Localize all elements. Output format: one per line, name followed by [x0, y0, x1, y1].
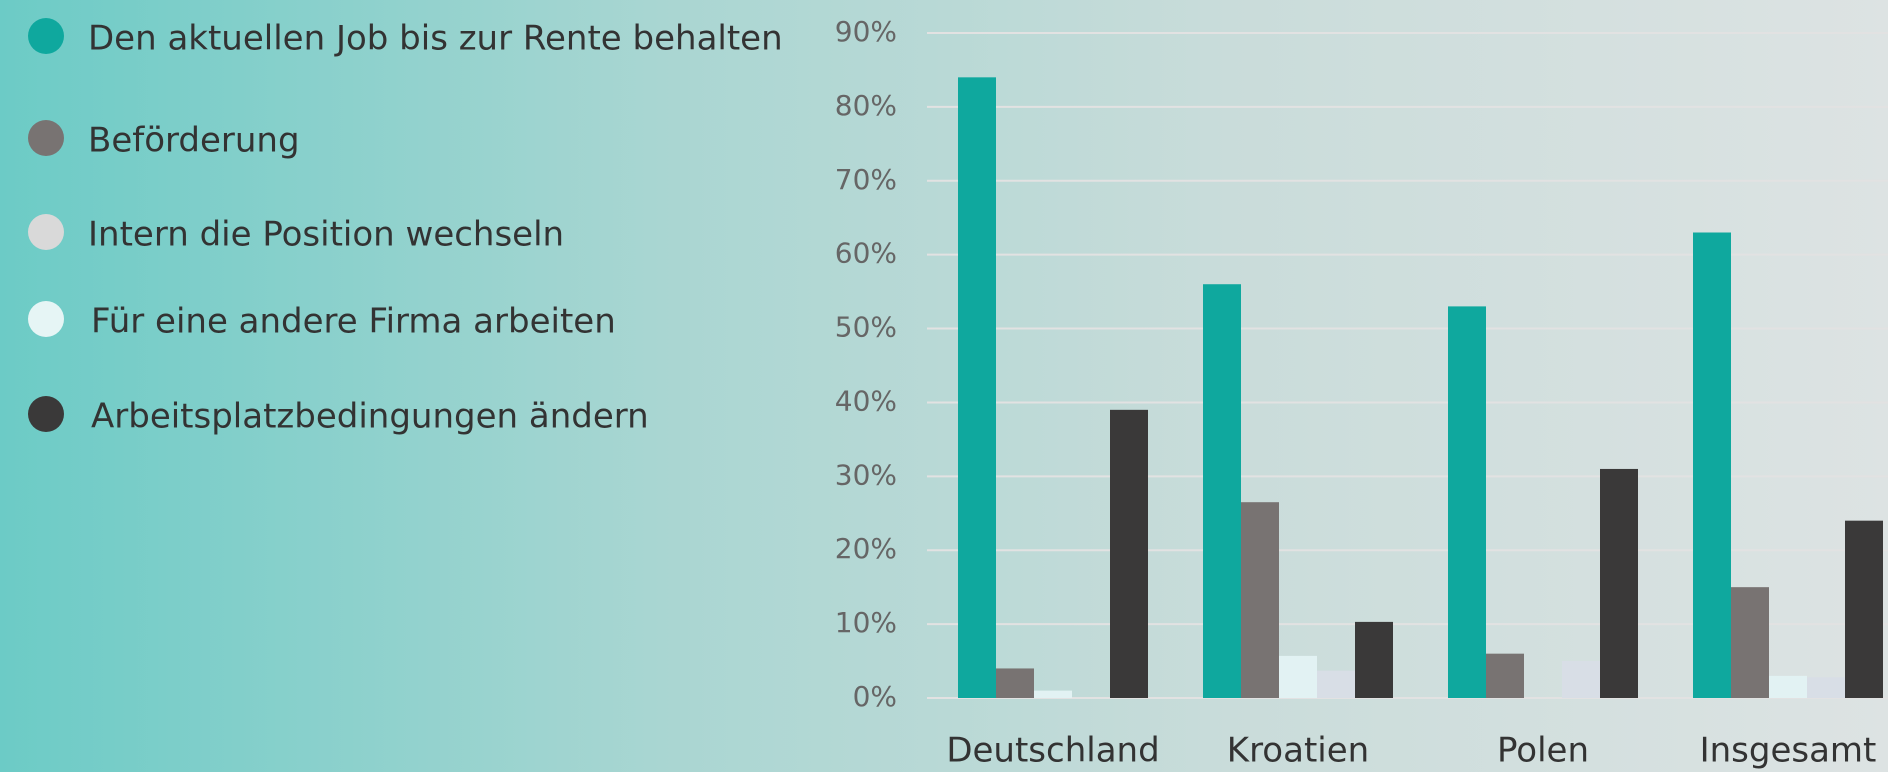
bar	[958, 77, 996, 699]
bar	[1034, 690, 1072, 698]
bar	[1807, 677, 1845, 698]
y-tick-label: 30%	[835, 458, 897, 491]
bar	[1317, 670, 1355, 698]
bar	[1203, 284, 1241, 698]
bar	[996, 668, 1034, 698]
bar	[1279, 655, 1317, 698]
legend-marker	[28, 301, 64, 337]
x-tick-label: Polen	[1497, 731, 1589, 771]
y-tick-label: 20%	[835, 532, 897, 565]
bar	[1241, 502, 1279, 698]
legend-marker	[28, 396, 64, 432]
legend-marker	[28, 120, 64, 156]
x-tick-label: Kroatien	[1227, 731, 1369, 771]
bar	[1355, 621, 1393, 698]
legend-label: Arbeitsplatzbedingungen ändern	[91, 397, 649, 437]
legend-label: Beförderung	[88, 121, 300, 161]
y-tick-label: 90%	[835, 15, 897, 48]
legend-label: Für eine andere Firma arbeiten	[91, 302, 616, 342]
y-tick-label: 40%	[835, 384, 897, 417]
y-tick-label: 60%	[835, 237, 897, 270]
y-tick-label: 0%	[853, 680, 897, 713]
x-tick-label: Deutschland	[946, 731, 1159, 771]
bar	[1693, 232, 1731, 698]
x-tick-label: Insgesamt	[1700, 731, 1877, 771]
legend-marker	[28, 214, 64, 250]
y-tick-label: 80%	[835, 89, 897, 122]
y-tick-label: 50%	[835, 311, 897, 344]
bar	[1769, 675, 1807, 698]
legend-label: Den aktuellen Job bis zur Rente behalten	[88, 19, 783, 59]
bar	[1731, 587, 1769, 698]
legend-label: Intern die Position wechseln	[88, 215, 564, 255]
bar	[1562, 661, 1600, 698]
legend-marker	[28, 18, 64, 54]
bar	[1448, 306, 1486, 698]
bar	[1600, 468, 1638, 698]
y-tick-label: 10%	[835, 606, 897, 639]
bar	[1110, 409, 1148, 698]
bar	[1486, 653, 1524, 698]
bar	[1845, 520, 1883, 698]
y-tick-label: 70%	[835, 163, 897, 196]
